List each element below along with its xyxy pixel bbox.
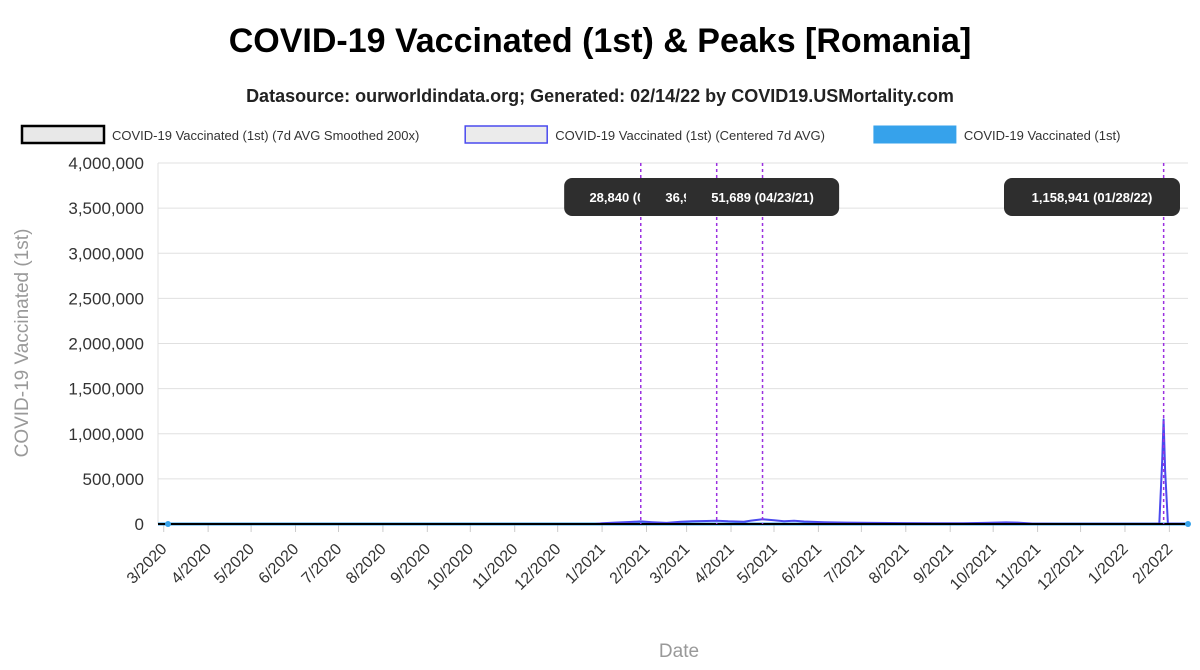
chart-subtitle: Datasource: ourworldindata.org; Generate… <box>246 86 954 106</box>
peak-annotation-label: 1,158,941 (01/28/22) <box>1032 190 1153 205</box>
y-tick-label: 1,500,000 <box>68 380 144 399</box>
x-tick-label: 8/2021 <box>866 541 913 588</box>
chart-title: COVID-19 Vaccinated (1st) & Peaks [Roman… <box>228 22 972 60</box>
x-tick-label: 12/2020 <box>512 541 565 594</box>
y-tick-label: 1,000,000 <box>68 425 144 444</box>
x-tick-label: 1/2021 <box>562 541 609 588</box>
peak-annotation: 51,689 (04/23/21) <box>685 178 840 216</box>
y-tick-label: 2,500,000 <box>68 289 144 308</box>
x-tick-label: 3/2021 <box>647 541 694 588</box>
x-axis-ticks: 3/20204/20205/20206/20207/20208/20209/20… <box>124 524 1176 594</box>
x-axis-title: Date <box>659 641 699 662</box>
x-tick-label: 6/2020 <box>256 541 303 588</box>
y-tick-label: 3,000,000 <box>68 244 144 263</box>
legend: COVID-19 Vaccinated (1st) (7d AVG Smooth… <box>20 124 1121 145</box>
peak-annotation: 1,158,941 (01/28/22) <box>1004 178 1180 216</box>
peak-annotation-label: 51,689 (04/23/21) <box>711 190 814 205</box>
series-start-point <box>165 521 171 527</box>
x-tick-label: 7/2020 <box>299 541 346 588</box>
legend-item: COVID-19 Vaccinated (1st) <box>873 125 1121 144</box>
x-tick-label: 3/2020 <box>124 541 171 588</box>
peak-annotation-box <box>1004 178 1180 216</box>
x-tick-label: 6/2021 <box>779 541 826 588</box>
y-tick-label: 4,000,000 <box>68 154 144 173</box>
series-line-centered <box>158 418 1189 525</box>
y-axis-title: COVID-19 Vaccinated (1st) <box>12 229 33 458</box>
x-tick-label: 1/2022 <box>1085 541 1132 588</box>
legend-label: COVID-19 Vaccinated (1st) (Centered 7d A… <box>555 128 825 143</box>
y-tick-label: 3,500,000 <box>68 199 144 218</box>
peak-markers: 28,840 (01/28/21)36,980 (03/22/21)51,689… <box>564 163 1180 524</box>
legend-label: COVID-19 Vaccinated (1st) <box>964 128 1121 143</box>
legend-swatch <box>20 124 106 145</box>
x-tick-label: 10/2021 <box>947 541 1000 594</box>
x-tick-label: 2/2021 <box>607 541 654 588</box>
series-end-point <box>1185 521 1191 527</box>
x-tick-label: 4/2021 <box>691 541 738 588</box>
legend-swatch <box>873 125 957 144</box>
legend-item: COVID-19 Vaccinated (1st) (Centered 7d A… <box>464 125 825 144</box>
series-group <box>158 418 1191 527</box>
x-tick-label: 2/2022 <box>1130 541 1177 588</box>
legend-item: COVID-19 Vaccinated (1st) (7d AVG Smooth… <box>20 124 419 145</box>
y-axis-ticks: 0 500,000 1,000,000 1,500,000 2,000,000 2,500… <box>68 154 144 534</box>
x-tick-label: 10/2020 <box>424 541 477 594</box>
legend-swatch <box>464 125 548 144</box>
x-tick-label: 4/2020 <box>168 541 215 588</box>
y-tick-label: 500,000 <box>83 470 144 489</box>
x-tick-label: 12/2021 <box>1034 541 1087 594</box>
x-tick-label: 5/2020 <box>211 541 258 588</box>
x-tick-label: 7/2021 <box>822 541 869 588</box>
grid-lines <box>157 162 1188 525</box>
x-tick-label: 8/2020 <box>343 541 390 588</box>
legend-label: COVID-19 Vaccinated (1st) (7d AVG Smooth… <box>112 128 419 143</box>
y-tick-label: 2,000,000 <box>68 335 144 354</box>
peak-annotation-box <box>685 178 840 216</box>
x-tick-label: 5/2021 <box>734 541 781 588</box>
y-tick-label: 0 <box>135 515 144 534</box>
